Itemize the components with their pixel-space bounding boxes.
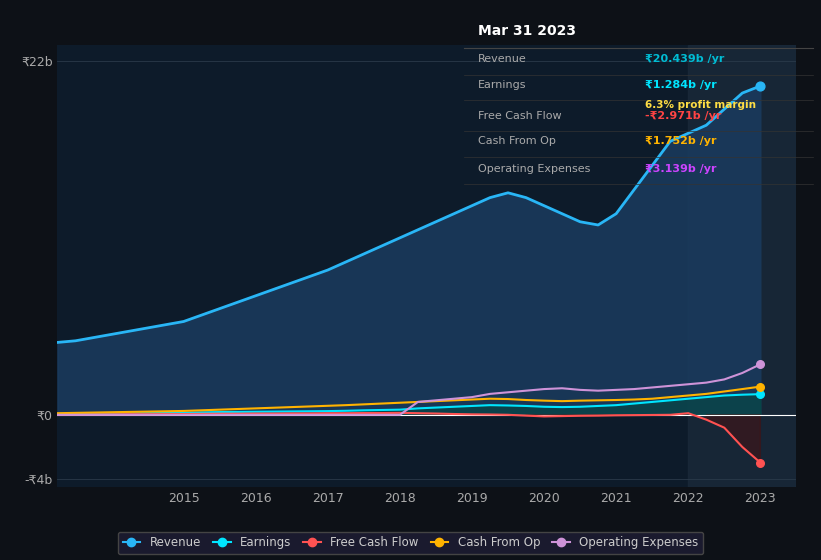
Text: Cash From Op: Cash From Op [478,137,556,146]
Text: 6.3% profit margin: 6.3% profit margin [645,100,756,110]
Bar [688,45,796,487]
Text: Free Cash Flow: Free Cash Flow [478,111,562,121]
Legend: Revenue, Earnings, Free Cash Flow, Cash From Op, Operating Expenses: Revenue, Earnings, Free Cash Flow, Cash … [118,531,703,554]
Point [754,82,767,91]
Text: Operating Expenses: Operating Expenses [478,164,590,174]
Text: ₹1.284b /yr: ₹1.284b /yr [645,80,717,90]
Text: Earnings: Earnings [478,80,526,90]
Text: ₹3.139b /yr: ₹3.139b /yr [645,164,717,174]
Point [754,458,767,467]
Point [754,360,767,369]
Text: ₹20.439b /yr: ₹20.439b /yr [645,54,725,64]
Point [754,382,767,391]
Text: Mar 31 2023: Mar 31 2023 [478,24,576,38]
Point [754,390,767,399]
Text: ₹1.752b /yr: ₹1.752b /yr [645,137,717,146]
Text: -₹2.971b /yr: -₹2.971b /yr [645,111,722,121]
Text: Revenue: Revenue [478,54,526,64]
